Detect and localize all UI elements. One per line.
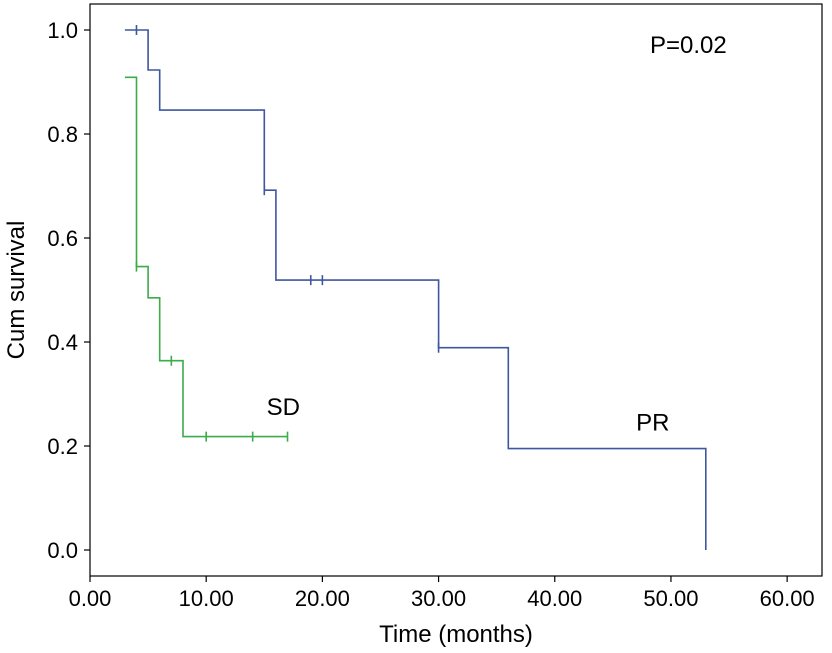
y-tick-label: 0.2 [47, 434, 78, 459]
y-axis-title: Cum survival [3, 221, 30, 360]
x-tick-label: 50.00 [643, 586, 698, 611]
series-layer: PR SD [124, 25, 707, 550]
series-pr-label: PR [636, 409, 669, 436]
y-tick-label: 0.0 [47, 538, 78, 563]
x-tick-label: 0.00 [69, 586, 112, 611]
series-sd-line [124, 76, 288, 438]
y-tick-label: 0.8 [47, 122, 78, 147]
y-tick-label: 1.0 [47, 18, 78, 43]
x-tick-label: 60.00 [760, 586, 815, 611]
x-tick-label: 30.00 [411, 586, 466, 611]
x-axis-title: Time (months) [379, 621, 533, 648]
plot-frame [89, 3, 823, 577]
series-sd-label: SD [267, 394, 300, 421]
p-value-annotation: P=0.02 [650, 32, 727, 59]
x-tick-label: 20.00 [295, 586, 350, 611]
y-tick-label: 0.6 [47, 226, 78, 251]
y-tick-label: 0.4 [47, 330, 78, 355]
x-tick-label: 10.00 [179, 586, 234, 611]
series-pr-line [124, 29, 707, 550]
y-axis-ticks: 0.0 0.2 0.4 0.6 0.8 1.0 [47, 18, 90, 563]
x-tick-label: 40.00 [527, 586, 582, 611]
x-axis-ticks: 0.00 10.00 20.00 30.00 40.00 50.00 60.00 [69, 576, 815, 611]
